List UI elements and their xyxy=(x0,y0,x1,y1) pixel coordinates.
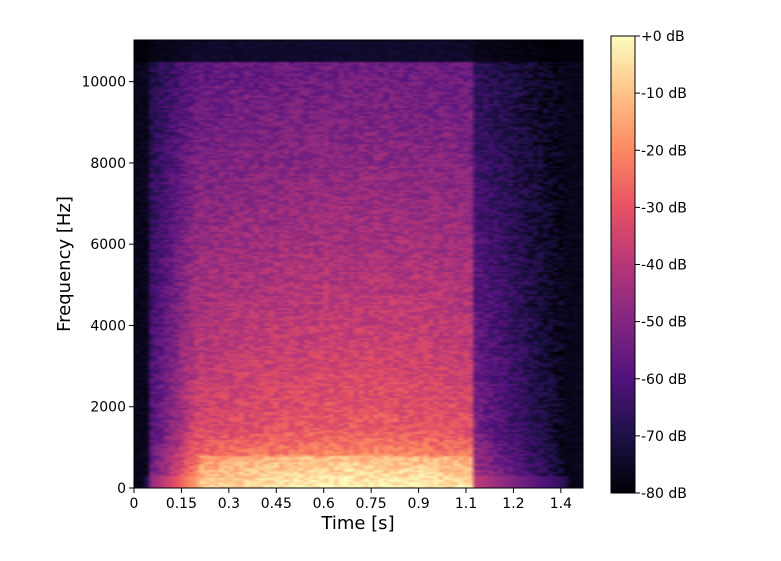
colorbar-tick-label: -30 dB xyxy=(641,200,687,216)
y-tick-label: 8000 xyxy=(90,156,126,172)
x-tick-label: 0.15 xyxy=(166,496,197,512)
colorbar-tick-label: -10 dB xyxy=(641,86,687,102)
colorbar-tick-label: -50 dB xyxy=(641,315,687,331)
x-tick-label: 0.3 xyxy=(218,496,240,512)
x-axis-ticks: 0 0.15 0.3 0.45 0.6 0.75 0.9 1.1 1.2 1.4 xyxy=(130,488,572,512)
y-tick-label: 10000 xyxy=(81,75,126,91)
colorbar-tick-label: -40 dB xyxy=(641,258,687,274)
x-tick-label: 0.6 xyxy=(313,496,335,512)
y-axis-ticks: 0 2000 4000 6000 8000 10000 xyxy=(81,75,134,497)
y-tick-label: 0 xyxy=(117,481,126,497)
x-tick-label: 0.75 xyxy=(356,496,387,512)
colorbar xyxy=(610,35,636,494)
colorbar-tick-label: -20 dB xyxy=(641,143,687,159)
colorbar-tick-label: -80 dB xyxy=(641,486,687,502)
x-tick-label: 0.45 xyxy=(261,496,292,512)
colorbar-tick-label: -70 dB xyxy=(641,429,687,445)
plot-frame xyxy=(133,39,584,489)
y-axis-label: Frequency [Hz] xyxy=(54,196,75,332)
y-tick-label: 4000 xyxy=(90,318,126,334)
x-tick-label: 1.1 xyxy=(455,496,477,512)
spectrogram-heatmap xyxy=(134,40,583,488)
x-tick-label: 0.9 xyxy=(407,496,429,512)
spectrogram-image xyxy=(134,40,583,488)
x-tick-label: 1.2 xyxy=(502,496,524,512)
x-axis-label: Time [s] xyxy=(320,513,394,534)
colorbar-tick-label: +0 dB xyxy=(641,29,685,45)
colorbar-tick-label: -60 dB xyxy=(641,372,687,388)
y-tick-label: 6000 xyxy=(90,237,126,253)
y-tick-label: 2000 xyxy=(90,400,126,416)
x-tick-label: 0 xyxy=(130,496,139,512)
x-tick-label: 1.4 xyxy=(550,496,572,512)
colorbar-ticks: +0 dB -10 dB -20 dB -30 dB -40 dB -50 dB -60 d… xyxy=(635,29,687,502)
